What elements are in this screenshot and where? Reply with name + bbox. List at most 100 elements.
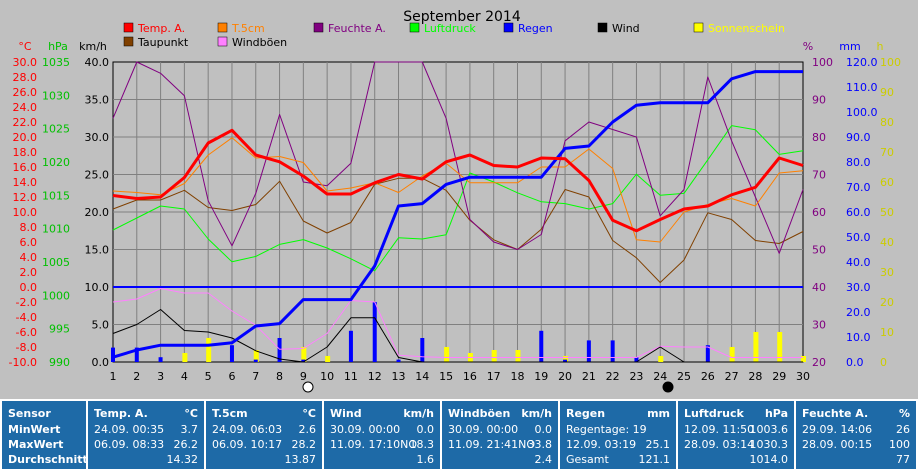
stats-row-label: 12.09. 11:50 — [684, 423, 755, 436]
stats-row: 77 — [802, 453, 910, 466]
sunshine-bar — [777, 332, 783, 362]
series-layer — [111, 61, 806, 363]
stats-column: Luftdruck hPa 12.09. 11:50 1003.6 28.09. 03:… — [678, 401, 794, 469]
stats-column-unit: °C — [302, 407, 316, 420]
stats-column-header: Windböen — [448, 407, 511, 420]
stats-row-label: 06.09. 10:17 — [212, 438, 283, 451]
stats-row-label: 11.09. 21:41NO — [448, 438, 536, 451]
h-tick: 70 — [880, 146, 894, 159]
h-tick: 50 — [880, 206, 894, 219]
stats-row: 1.6 — [330, 453, 435, 466]
x-tick: 22 — [606, 370, 620, 383]
x-tick: 5 — [205, 370, 212, 383]
stats-column-unit: % — [898, 407, 910, 420]
series-windline — [112, 309, 803, 363]
stats-row-value: 121.1 — [638, 453, 671, 466]
stats-row: 11.09. 17:10NO 18.3 — [330, 438, 434, 451]
series-t-5cmline — [112, 137, 804, 243]
kmh-tick: 25.0 — [85, 169, 110, 182]
stats-row-label: Regentage: 19 — [566, 423, 647, 436]
temp-tick: 30.0 — [13, 56, 38, 69]
stats-row-value: 1030.3 — [749, 438, 789, 451]
stats-column: Sensor MinWert MaxWert Durchschnitt — [2, 401, 88, 469]
rain-day-bar — [253, 359, 258, 362]
rain-day-bar — [610, 340, 615, 362]
unit-mm-label: mm — [839, 40, 860, 53]
axis-ticks: 30.028.026.024.022.020.018.016.014.012.0… — [9, 56, 901, 383]
x-tick: 6 — [228, 370, 235, 383]
kmh-tick: 20.0 — [85, 206, 110, 219]
temp-tick: 14.0 — [13, 176, 38, 189]
kmh-tick: 5.0 — [92, 319, 110, 332]
sunshine-bar — [444, 347, 450, 362]
stats-row: 2.4 — [448, 453, 553, 466]
sunshine-bar — [515, 350, 521, 362]
kmh-tick: 30.0 — [85, 131, 110, 144]
chart-title: September 2014 — [403, 9, 521, 25]
hpa-tick: 1025 — [42, 123, 70, 136]
x-tick: 29 — [772, 370, 786, 383]
stats-row-label: 30.09. 00:00 — [330, 423, 401, 436]
sunshine-bar — [206, 338, 212, 362]
stats-row: MinWert — [8, 423, 80, 436]
series-taupunktline — [112, 177, 804, 283]
stats-row: 13.87 — [212, 453, 317, 466]
mm-tick: 10.0 — [846, 331, 871, 344]
temp-tick: -4.0 — [16, 311, 37, 324]
x-tick: 17 — [487, 370, 501, 383]
legend-label: Windböen — [232, 36, 287, 49]
rain-day-bar — [586, 340, 591, 362]
sunshine-bar — [753, 332, 759, 362]
legend-label: T.5cm — [231, 22, 265, 35]
x-tick: 1 — [110, 370, 117, 383]
mm-tick: 30.0 — [846, 281, 871, 294]
stats-row-label: 12.09. 03:19 — [566, 438, 637, 451]
legend-label: Regen — [518, 22, 553, 35]
temp-tick: 0.0 — [20, 281, 38, 294]
stats-row-value: 13.87 — [284, 453, 317, 466]
temp-tick: 8.0 — [20, 221, 38, 234]
temp-tick: -6.0 — [16, 326, 37, 339]
stats-column-header: Temp. A. — [94, 407, 148, 420]
stats-row-value: 1014.0 — [749, 453, 789, 466]
x-tick: 30 — [796, 370, 810, 383]
stats-column-unit: mm — [647, 407, 670, 420]
stats-row-value: 2.4 — [534, 453, 553, 466]
sunshine-bar — [658, 356, 664, 362]
plot-area — [112, 61, 804, 363]
mm-tick: 0.0 — [846, 356, 864, 369]
stats-row-value: 1003.6 — [749, 423, 789, 436]
stats-row-value: 0.0 — [534, 423, 553, 436]
kmh-tick: 10.0 — [85, 281, 110, 294]
stats-row: 06.09. 08:33 26.2 — [94, 438, 198, 451]
pct-tick: 40 — [812, 281, 826, 294]
temp-tick: 20.0 — [13, 131, 38, 144]
legend-swatch — [597, 22, 608, 33]
stats-row-value: 1.6 — [416, 453, 435, 466]
hpa-tick: 1020 — [42, 156, 70, 169]
stats-table: Sensor MinWert MaxWert Durchschnitt Temp. A.… — [0, 399, 918, 469]
h-tick: 90 — [880, 86, 894, 99]
temp-tick: -2.0 — [16, 296, 37, 309]
legend-label: Wind — [612, 22, 640, 35]
unit-hpa-label: hPa — [48, 40, 68, 53]
h-tick: 30 — [880, 266, 894, 279]
hpa-tick: 1035 — [42, 56, 70, 69]
stats-row-value: 26.2 — [173, 438, 199, 451]
stats-row-label: 06.09. 08:33 — [94, 438, 165, 451]
stats-column: Temp. A. °C 24.09. 00:35 3.7 06.09. 08:33 26.… — [88, 401, 204, 469]
stats-row-label: Durchschnitt — [8, 453, 88, 466]
rain-day-bar — [111, 347, 115, 362]
legend-swatch — [693, 22, 704, 33]
legend-label: Luftdruck — [424, 22, 476, 35]
temp-tick: 10.0 — [13, 206, 38, 219]
stats-column-unit: km/h — [521, 407, 552, 420]
mm-tick: 20.0 — [846, 306, 871, 319]
temp-tick: 4.0 — [20, 251, 38, 264]
stats-row-value: 28.2 — [291, 438, 317, 451]
stats-row: 24.09. 06:03 2.6 — [212, 423, 316, 436]
stats-row: 24.09. 00:35 3.7 — [94, 423, 198, 436]
stats-row-value: 25.1 — [645, 438, 671, 451]
mm-tick: 120.0 — [846, 56, 878, 69]
stats-column: Wind km/h 30.09. 00:00 0.0 11.09. 17:10NO 18.… — [324, 401, 440, 469]
